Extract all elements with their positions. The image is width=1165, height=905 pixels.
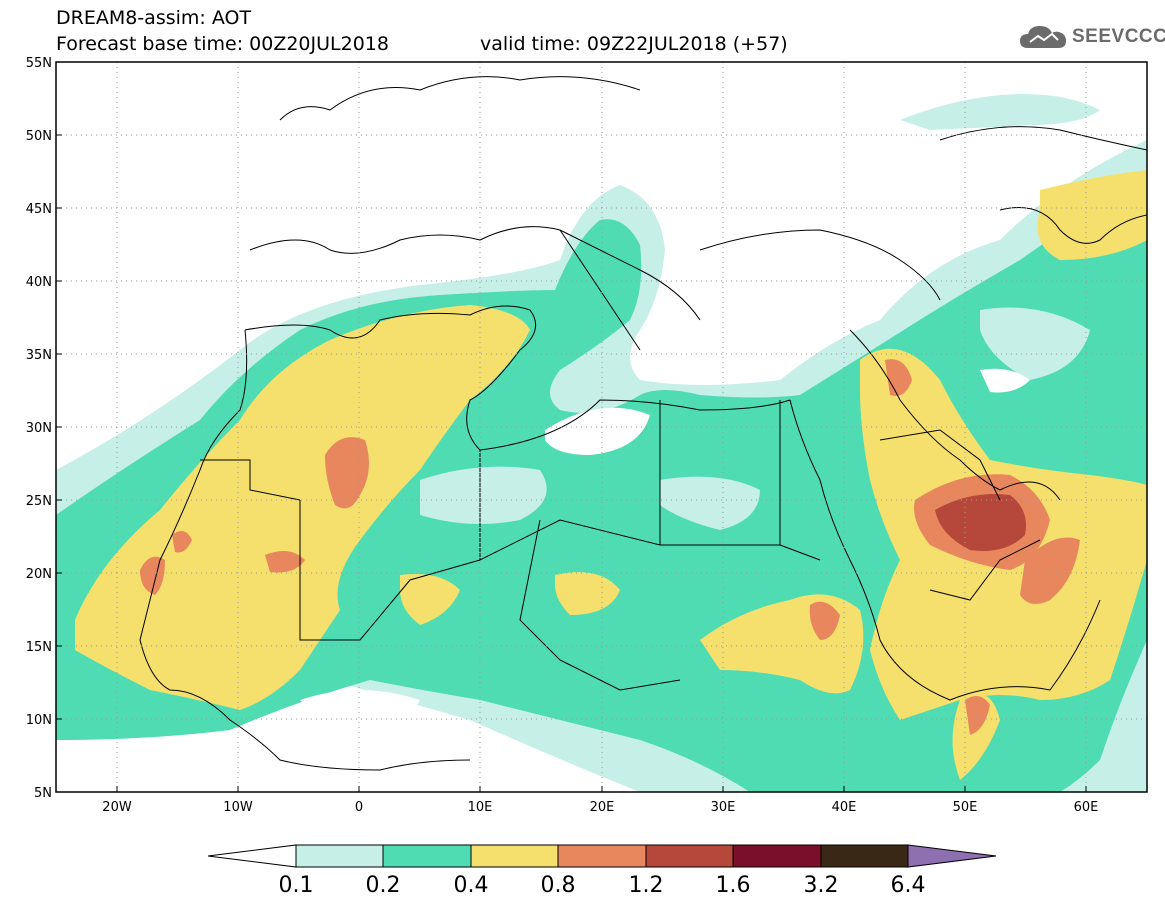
lon-label: 20W [102, 800, 132, 815]
lat-label: 20N [26, 567, 52, 582]
lat-label: 30N [26, 421, 52, 436]
lon-label: 50E [953, 800, 978, 815]
colorbar-label: 1.6 [715, 873, 751, 898]
longitude-labels: 20W 10W 0 10E 20E 30E 40E 50E 60E [102, 800, 1098, 815]
coastlines [139, 76, 1147, 771]
lat-label: 25N [26, 494, 52, 509]
colorbar-swatch [820, 844, 909, 868]
colorbar [207, 844, 997, 868]
lat-label: 10N [26, 713, 52, 728]
ticks [56, 61, 1087, 793]
aot-band-0.1-holes [420, 307, 1090, 530]
map-title: DREAM8-assim: AOT [56, 7, 252, 29]
colorbar-label: 0.4 [453, 873, 489, 898]
graticule [56, 62, 1147, 792]
lon-label: 10W [223, 800, 253, 815]
aot-band-1.2 [935, 494, 1026, 551]
colorbar-label: 1.2 [628, 873, 664, 898]
logo-text: SEEVCCC [1072, 26, 1165, 47]
colorbar-swatch [732, 844, 822, 868]
lat-label: 40N [26, 275, 52, 290]
cloud-icon [1020, 26, 1066, 48]
latitude-labels: 55N 50N 45N 40N 35N 30N 25N 20N 15N 10N … [26, 56, 52, 801]
colorbar-label: 0.1 [278, 873, 314, 898]
lat-label: 45N [26, 202, 52, 217]
colorbar-swatch [295, 844, 384, 868]
colorbar-low-arrow [207, 844, 297, 868]
lat-label: 50N [26, 129, 52, 144]
colorbar-swatch [645, 844, 734, 868]
lat-label: 35N [26, 348, 52, 363]
colorbar-swatch [557, 844, 647, 868]
lon-label: 60E [1074, 800, 1099, 815]
lon-label: 30E [711, 800, 736, 815]
lon-label: 20E [590, 800, 615, 815]
colorbar-swatch [470, 844, 559, 868]
lat-label: 55N [26, 56, 52, 71]
colorbar-swatch [382, 844, 472, 868]
aot-band-white-holes [300, 368, 1030, 740]
colorbar-label: 0.2 [365, 873, 401, 898]
colorbar-high-arrow [907, 844, 997, 868]
colorbar-label: 3.2 [803, 873, 839, 898]
lat-label: 5N [34, 786, 52, 801]
lat-label: 15N [26, 640, 52, 655]
seevccc-logo: SEEVCCC [1018, 22, 1165, 52]
lon-label: 10E [468, 800, 493, 815]
colorbar-label: 6.4 [890, 873, 926, 898]
valid-time: valid time: 09Z22JUL2018 (+57) [480, 33, 788, 55]
lon-label: 0 [355, 800, 363, 815]
lon-label: 40E [832, 800, 857, 815]
aot-band-0.8 [140, 359, 1080, 735]
colorbar-label: 0.8 [540, 873, 576, 898]
forecast-base-time: Forecast base time: 00Z20JUL2018 [56, 33, 389, 55]
